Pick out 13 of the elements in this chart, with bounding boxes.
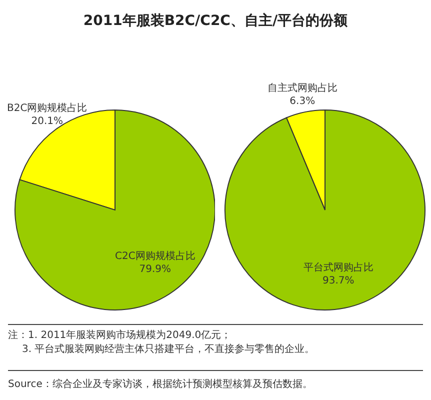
source-note: Source：综合企业及专家访谈，根据统计预测模型核算及预估数据。 <box>8 370 423 391</box>
slice-label: 自主式网购占比 <box>267 82 338 94</box>
data-label: 20.1% <box>31 116 64 128</box>
data-label: 6.3% <box>290 96 316 108</box>
pie-slice <box>224 110 426 310</box>
slice-label: B2C网购规模占比 <box>7 102 88 114</box>
text: 注：1. 2011年服装网购市场规模为2049.0亿元； <box>8 329 232 343</box>
data-label: 79.9% <box>139 264 172 275</box>
chart-title: 2011年服装B2C/C2C、自主/平台的份额 <box>82 12 349 30</box>
slice-label: 平台式网购占比 <box>303 262 374 274</box>
text: 3. 平台式服装网购经营主体只搭建平台，不直接参与零售的企业。 <box>21 343 316 357</box>
slice-label: C2C网购规模占比 <box>114 250 196 262</box>
data-label: 93.7% <box>322 276 354 287</box>
